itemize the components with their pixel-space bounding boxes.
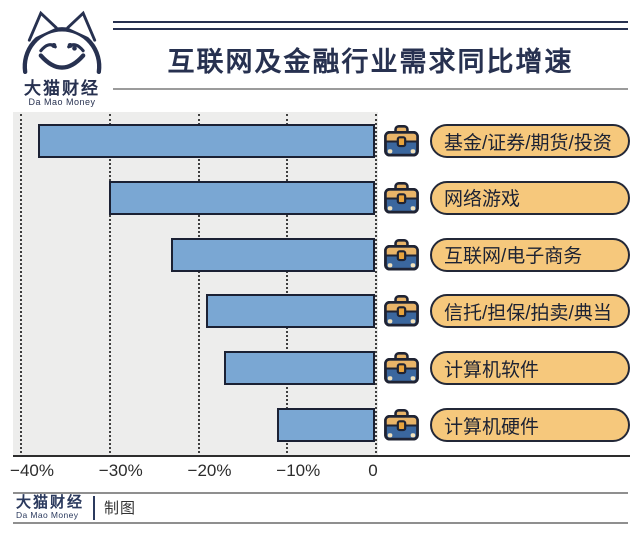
credit-label: 制图 [104, 500, 137, 517]
x-tick-label: −10% [276, 461, 321, 480]
briefcase-icon [384, 409, 419, 441]
category-label-pill: 计算机硬件 [430, 408, 630, 442]
title-underline [113, 88, 628, 90]
category-label-pill: 基金/证券/期货/投资 [430, 124, 630, 158]
footer-brand-cn: 大猫财经 [16, 493, 85, 511]
x-tick-label: −40% [10, 461, 54, 480]
gridline [20, 114, 22, 453]
briefcase-icon [384, 181, 419, 214]
bar [37, 124, 375, 158]
category-label-pill: 计算机软件 [430, 351, 630, 386]
x-tick-label: −20% [187, 461, 232, 480]
brand-logo: 大猫财经 Da Mao Money [10, 4, 114, 109]
brand-name-cn: 大猫财经 [24, 79, 100, 98]
bar [277, 408, 375, 442]
bar [206, 294, 375, 329]
footer-brand-en: Da Mao Money [16, 510, 79, 521]
footer-rule-top [13, 492, 628, 494]
category-label-pill: 信托/担保/拍卖/典当 [430, 294, 630, 329]
briefcase-icon [384, 295, 419, 327]
briefcase-icon [384, 238, 419, 271]
gridline [197, 114, 200, 453]
footer-rule-bottom [13, 522, 628, 524]
x-axis-ticks: −40% −30% −20% −10% 0 [0, 461, 640, 485]
plot-area [13, 112, 378, 455]
footer-divider [93, 495, 96, 520]
brand-name-en: Da Mao Money [28, 97, 96, 107]
bar [108, 180, 375, 215]
x-axis-line [13, 455, 630, 457]
x-tick-label: −30% [98, 461, 143, 480]
gridline [375, 114, 377, 453]
footer-brand: 大猫财经 Da Mao Money [16, 493, 85, 521]
briefcase-icon [384, 352, 419, 384]
bar [224, 351, 375, 386]
category-label-pill: 互联网/电子商务 [430, 237, 630, 272]
bar [170, 237, 375, 272]
chart-title: 互联网及金融行业需求同比增速 [167, 47, 574, 77]
category-label-pill: 网络游戏 [430, 180, 630, 215]
gridline [108, 114, 111, 453]
briefcase-icon [384, 125, 419, 157]
gridline [286, 114, 289, 453]
header-double-rule [113, 21, 628, 30]
cat-logo-icon [22, 10, 102, 75]
x-tick-label: 0 [368, 461, 378, 480]
header: 互联网及金融行业需求同比增速 [113, 0, 628, 100]
footer: 大猫财经 Da Mao Money 制图 [16, 494, 136, 521]
